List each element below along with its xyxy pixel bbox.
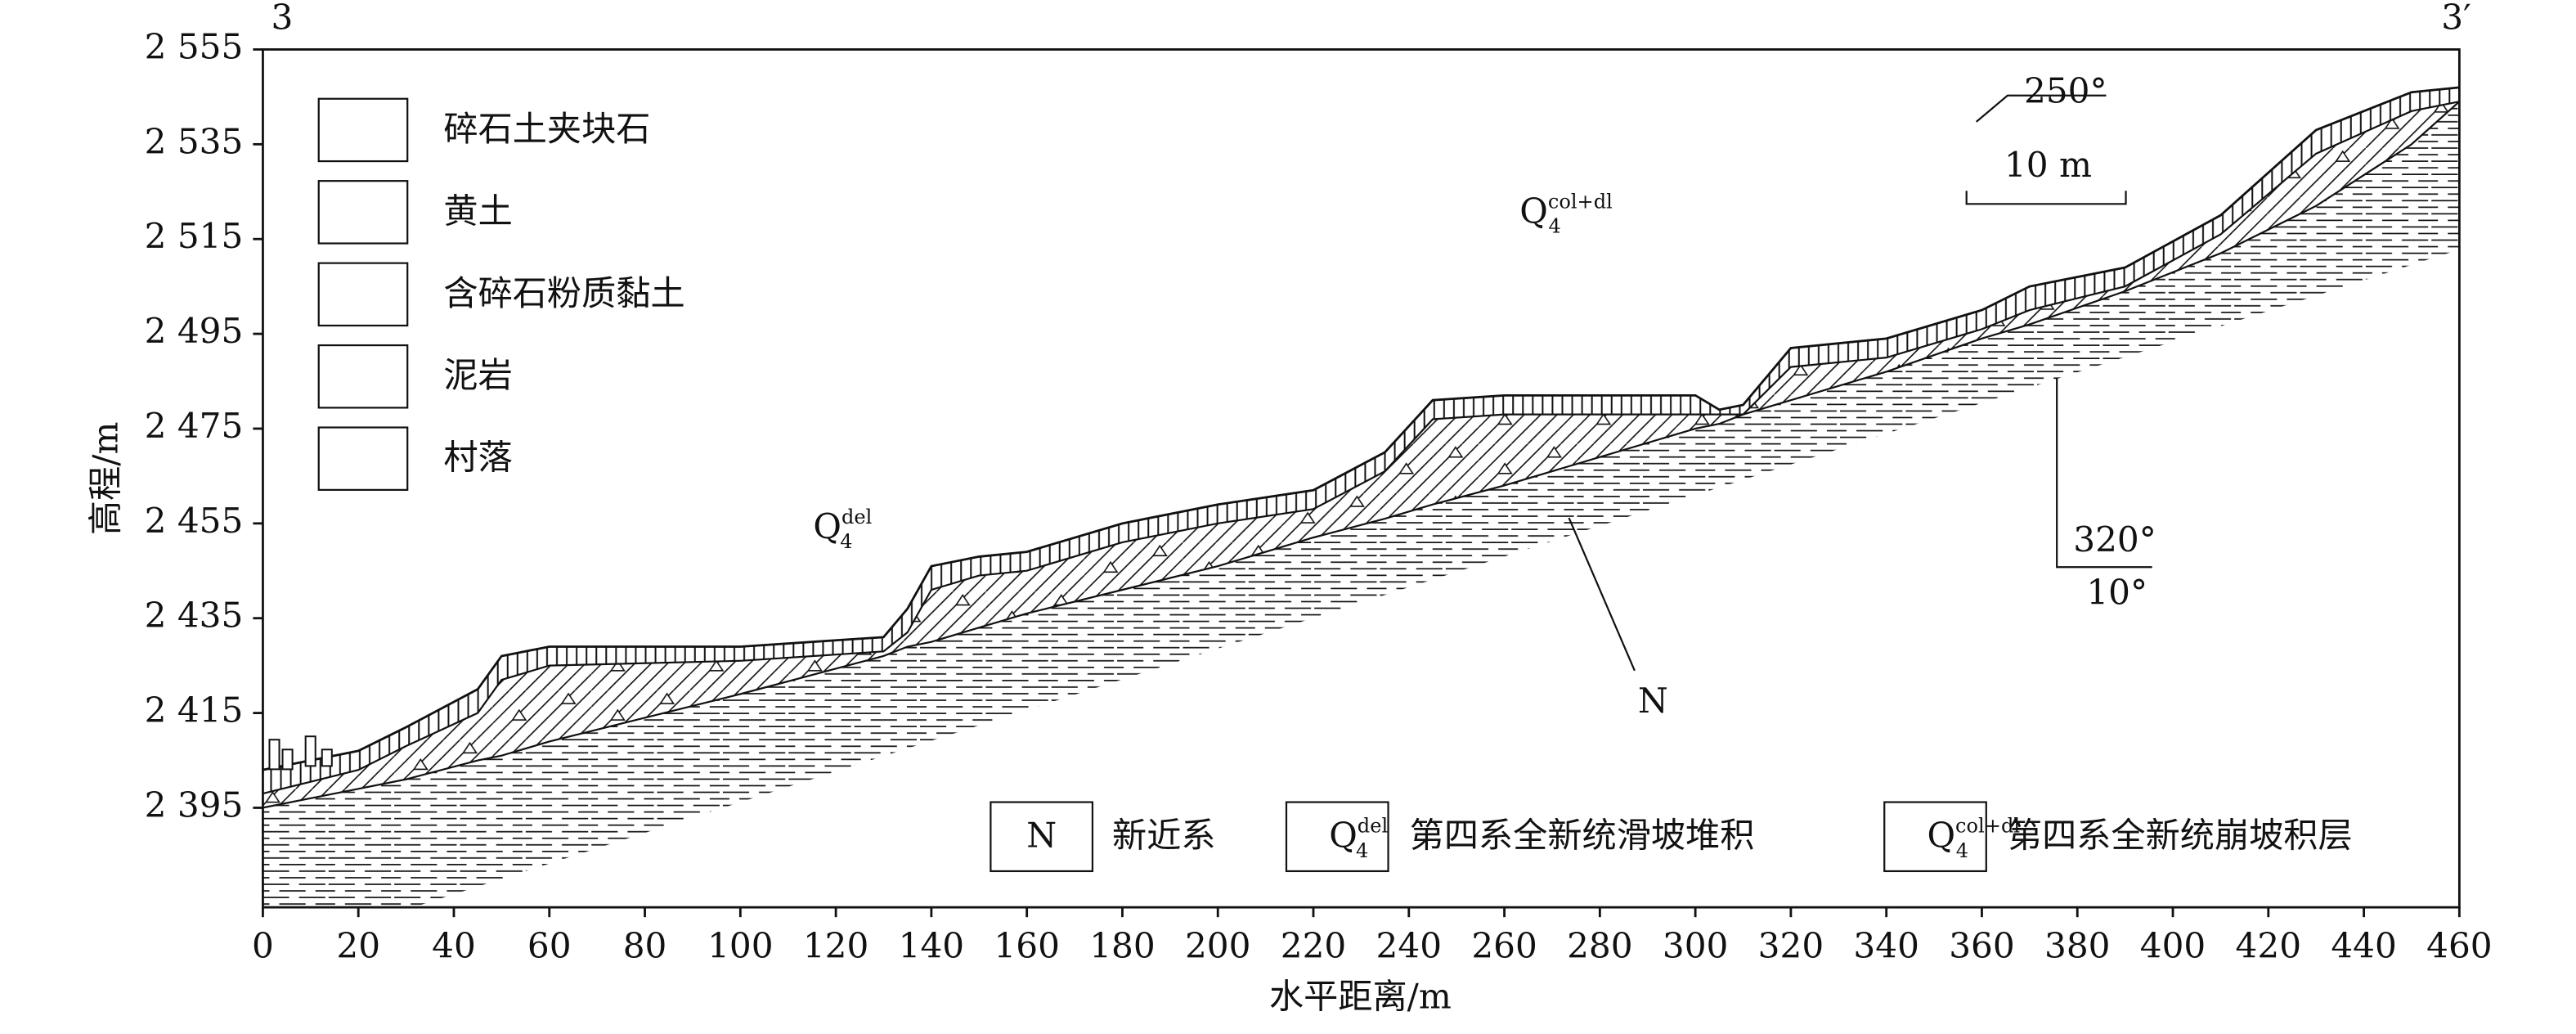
scale-label: 10 m: [2004, 145, 2092, 185]
x-axis-title: 水平距离/m: [1269, 977, 1452, 1017]
strike-label: 250°: [2024, 71, 2107, 111]
x-tick-label: 180: [1089, 925, 1156, 965]
dip-angle: 10°: [2086, 572, 2147, 612]
legend-label: 黄土: [443, 191, 512, 231]
formation-symbol-sub: 4: [1356, 838, 1368, 861]
legend-swatch: [317, 344, 409, 409]
map-label-del-sub: 4: [840, 530, 852, 553]
legend-label: 含碎石粉质黏土: [443, 273, 684, 313]
y-axis-title: 高程/m: [86, 422, 126, 536]
section-start: 3: [271, 0, 293, 37]
dip-direction: 320°: [2073, 519, 2156, 560]
x-tick-label: 20: [336, 925, 380, 965]
formation-symbol: Qcol+dl 4: [1927, 814, 2020, 861]
formation-symbol-sup: col+dl: [1955, 814, 2020, 837]
map-label-col-dl-base: Q: [1519, 191, 1548, 231]
y-tick-label: 2 495: [145, 311, 244, 351]
x-tick-label: 460: [2426, 925, 2493, 965]
y-tick-label: 2 475: [145, 406, 244, 446]
dip-leader: [2056, 378, 2152, 569]
formation-name: 第四系全新统崩坡积层: [2008, 816, 2353, 856]
x-tick-label: 300: [1663, 925, 1729, 965]
formation-swatch: [1883, 801, 1987, 873]
y-tick-label: 2 415: [145, 690, 244, 731]
section-end: 3′: [2441, 0, 2471, 37]
y-tick-label: 2 515: [145, 216, 244, 256]
legend-label: 泥岩: [443, 355, 512, 395]
y-tick-label: 2 455: [145, 501, 244, 541]
x-tick-label: 260: [1471, 925, 1537, 965]
map-label-del-sup: del: [841, 506, 872, 528]
y-tick-label: 2 535: [145, 121, 244, 161]
bedrock-boundary: [263, 101, 2460, 809]
legend-swatch: [317, 262, 409, 327]
formation-swatch: [1285, 801, 1389, 873]
formation-legend: N 新近系 Qdel 4 第四系全新统滑坡堆积 Qcol+dl 4 第四系全新统崩坡积层: [990, 801, 2353, 873]
frame: [262, 48, 2461, 909]
formation-name: 第四系全新统滑坡堆积: [1410, 816, 1755, 856]
x-tick-label: 40: [432, 925, 476, 965]
formation-swatch: [990, 801, 1094, 873]
legend-label: 碎石土夹块石: [443, 109, 650, 149]
x-tick-label: 0: [252, 925, 274, 965]
x-tick-label: 420: [2236, 925, 2302, 965]
legend-swatch: [317, 426, 409, 491]
loess-base-line: [263, 101, 2460, 795]
formation-symbol-base: Q: [1329, 816, 1358, 856]
y-tick-label: 2 435: [145, 596, 244, 636]
formation-symbol: N: [1026, 816, 1057, 856]
x-tick-label: 80: [623, 925, 667, 965]
x-tick-label: 200: [1185, 925, 1251, 965]
shale-layer: [263, 101, 2460, 908]
formation-name: 新近系: [1112, 816, 1216, 856]
x-tick-label: 100: [707, 925, 774, 965]
y-tick-label: 2 395: [145, 784, 244, 825]
x-tick-label: 120: [803, 925, 868, 965]
village-icons: [268, 735, 333, 771]
x-tick-label: 440: [2331, 925, 2397, 965]
formation-symbol-sub: 4: [1956, 838, 1968, 861]
map-label-del: Qdel 4: [813, 506, 872, 553]
map-label-del-base: Q: [813, 506, 841, 546]
x-tick-label: 60: [527, 925, 572, 965]
legend-swatch: [317, 97, 409, 163]
formation-symbol: Qdel 4: [1329, 814, 1388, 861]
plot-area: [263, 86, 2460, 908]
x-tick-label: 400: [2140, 925, 2206, 965]
x-tick-label: 220: [1281, 925, 1347, 965]
x-tick-label: 340: [1853, 925, 1919, 965]
x-tick-label: 160: [994, 925, 1060, 965]
map-label-col-dl: Qcol+dl 4: [1519, 190, 1613, 237]
scale-bar: [1965, 191, 2127, 205]
x-tick-label: 280: [1567, 925, 1633, 965]
formation-symbol-base: Q: [1927, 816, 1955, 856]
x-tick-label: 360: [1949, 925, 2015, 965]
formation-symbol-sup: del: [1358, 814, 1388, 837]
legend-swatch: [317, 180, 409, 245]
strike-symbol: [1976, 94, 2107, 123]
slide-layer: [263, 101, 2460, 808]
x-tick-label: 140: [899, 925, 965, 965]
x-tick-label: 240: [1376, 925, 1443, 965]
map-label-col-dl-sub: 4: [1549, 214, 1561, 237]
bedrock-label: N: [1638, 681, 1668, 721]
bedrock-leader: [1568, 517, 1636, 672]
x-tick-label: 380: [2044, 925, 2111, 965]
x-tick-label: 320: [1758, 925, 1824, 965]
y-tick-label: 2 555: [145, 26, 244, 66]
map-label-col-dl-sup: col+dl: [1548, 190, 1613, 213]
legend-label: 村落: [443, 438, 512, 478]
ground-surface: [263, 86, 2460, 771]
